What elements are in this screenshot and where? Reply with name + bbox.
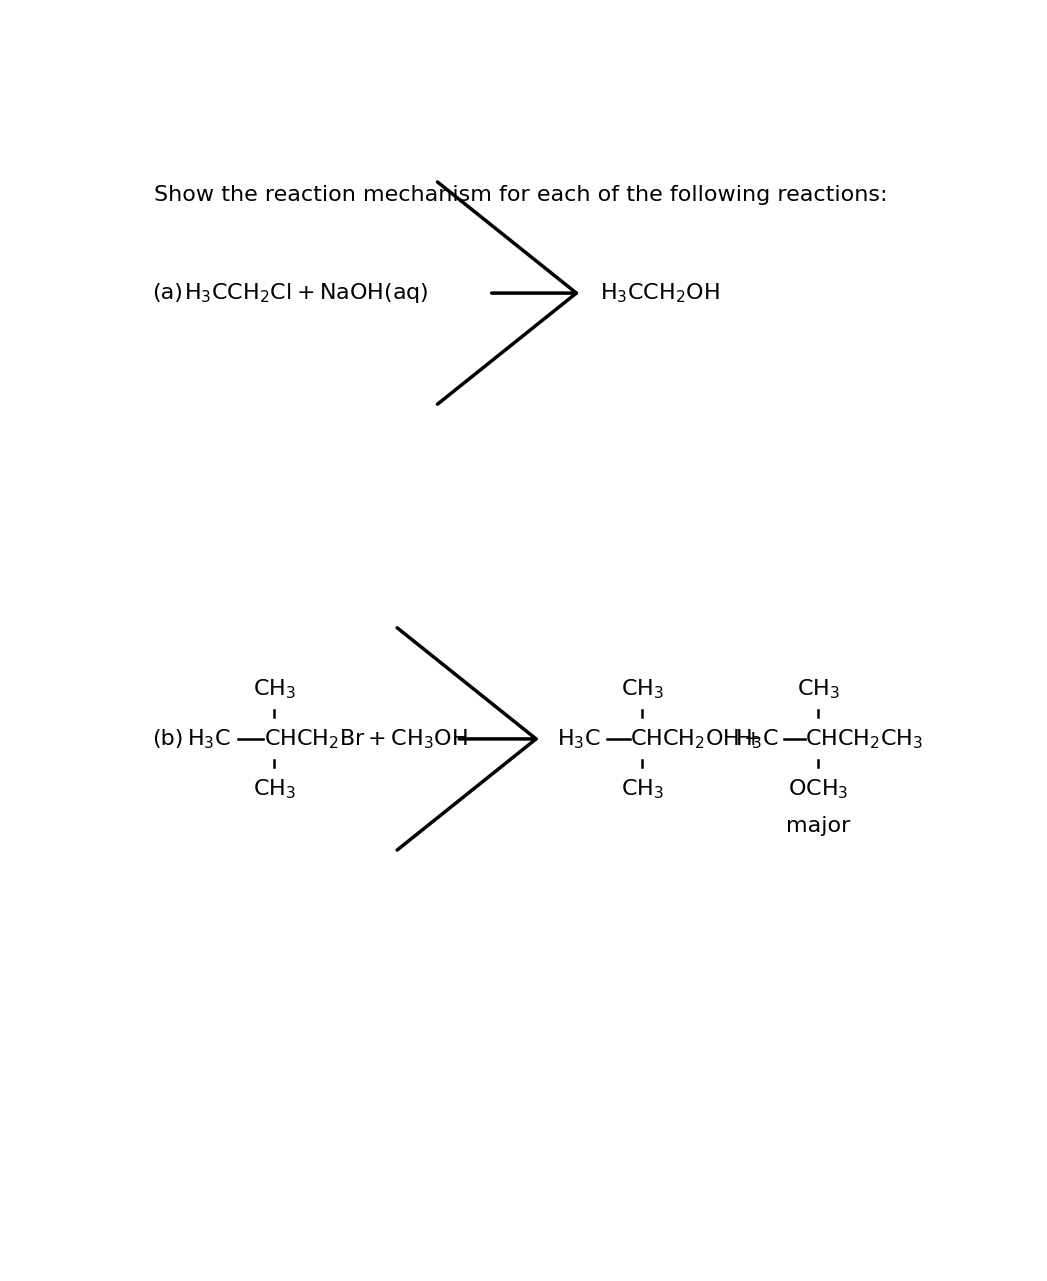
Text: $\mathrm{CH_3}$: $\mathrm{CH_3}$ xyxy=(252,678,295,701)
Text: (a): (a) xyxy=(153,283,183,304)
Text: $\mathrm{OCH_3}$: $\mathrm{OCH_3}$ xyxy=(788,778,848,801)
Text: $\mathrm{CH_3}$: $\mathrm{CH_3}$ xyxy=(621,678,664,701)
Text: $\mathrm{CHCH_2CH_3}$: $\mathrm{CHCH_2CH_3}$ xyxy=(805,728,923,751)
Text: $\mathrm{H_3CCH_2Cl + NaOH(aq)}$: $\mathrm{H_3CCH_2Cl + NaOH(aq)}$ xyxy=(183,281,428,305)
Text: $\mathrm{CH_3}$: $\mathrm{CH_3}$ xyxy=(797,678,840,701)
Text: $\mathrm{CH_3}$: $\mathrm{CH_3}$ xyxy=(252,778,295,801)
Text: $\mathrm{CH_3}$: $\mathrm{CH_3}$ xyxy=(621,778,664,801)
Text: $\mathrm{CHCH_2Br + CH_3OH}$: $\mathrm{CHCH_2Br + CH_3OH}$ xyxy=(264,728,468,751)
Text: $\mathrm{CHCH_2OH +}$: $\mathrm{CHCH_2OH +}$ xyxy=(630,728,762,751)
Text: major: major xyxy=(786,816,850,836)
Text: (b): (b) xyxy=(153,729,184,749)
Text: Show the reaction mechanism for each of the following reactions:: Show the reaction mechanism for each of … xyxy=(154,186,888,205)
Text: $\mathrm{H_3C}$: $\mathrm{H_3C}$ xyxy=(735,728,779,751)
Text: $\mathrm{H_3C}$: $\mathrm{H_3C}$ xyxy=(186,728,230,751)
Text: $\mathrm{H_3C}$: $\mathrm{H_3C}$ xyxy=(557,728,601,751)
Text: $\mathrm{H_3CCH_2OH}$: $\mathrm{H_3CCH_2OH}$ xyxy=(600,282,719,305)
